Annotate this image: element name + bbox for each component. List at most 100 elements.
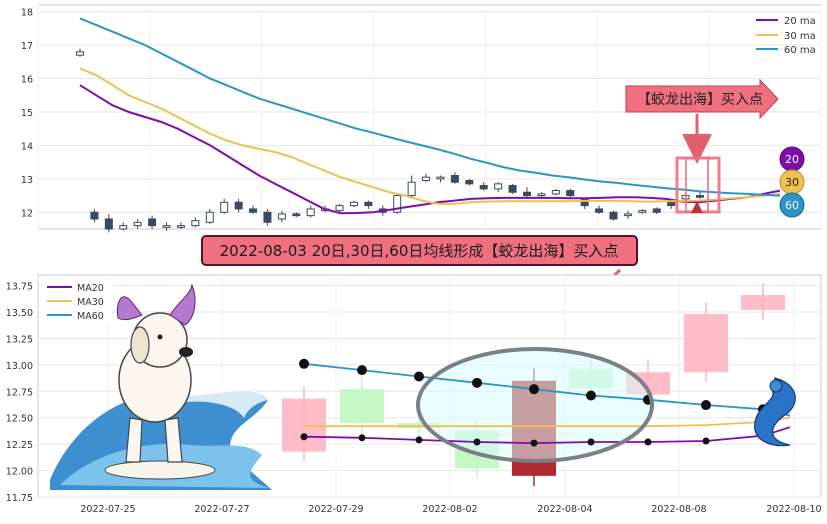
top-y-tick-label: 14 [21,141,33,152]
bottom-legend: MA20 MA30 MA60 [42,280,112,325]
bottom-ma-point [414,371,424,382]
top-candle [609,211,618,220]
top-candle [422,176,431,182]
bottom-x-tick-label: 2022-08-02 [422,504,477,515]
bottom-y-tick-label: 13.00 [6,361,33,372]
top-ma-line-2 [79,17,781,197]
bottom-panel: 13.75 13.50 13.25 13.00 12.75 12.50 12.25 12.00… [6,274,822,515]
signal-label: 【蛟龙出海】买入点 [625,78,779,120]
dog-surfer-illustration [50,283,272,490]
bottom-y-tick-label: 11.75 [6,493,33,504]
bottom-ma-point [472,377,482,388]
bottom-y-tick-label: 12.50 [6,414,33,425]
top-candle [277,213,286,220]
bottom-ma-line-1 [304,416,791,428]
bottom-box [684,314,728,373]
bottom-ma-point [587,438,595,446]
badge-60-text: 60 [785,199,799,212]
bottom-x-tick-label: 2022-08-08 [651,504,706,515]
top-candle [335,205,344,212]
top-candle [595,208,604,213]
bottom-ma-point [300,433,308,441]
top-candle [479,185,488,190]
bottom-x-ticks: 2022-07-25 2022-07-27 2022-07-29 2022-08-02… [80,504,821,515]
bottom-y-tick-label: 12.25 [6,440,33,451]
top-candle [191,220,200,227]
signal-triangle [691,201,703,213]
bottom-ma-point [357,365,367,376]
bottom-ma-point [586,390,596,401]
dragon-illustration [754,377,796,447]
top-candle [133,221,142,227]
badge-20-text: 20 [785,153,799,166]
bottom-ma-point [702,437,710,445]
top-candle [249,208,258,213]
legend-MA60: MA60 [77,311,104,322]
bottom-y-tick-label: 13.25 [6,334,33,345]
bottom-y-tick-label: 12.00 [6,467,33,478]
top-candle [652,208,661,213]
bottom-ma-point [299,358,309,369]
top-candle [205,211,214,223]
top-candle [364,201,373,207]
top-candle [119,225,128,230]
top-legend: 20 ma 30 ma 60 ma [756,16,816,56]
top-candle [393,195,402,213]
badge-30-text: 30 [785,176,799,189]
bottom-y-ticks: 13.75 13.50 13.25 13.00 12.75 12.50 12.25 12.00… [6,282,33,504]
top-candle [566,190,575,197]
top-candle [90,211,99,220]
bottom-ma-point [701,400,711,411]
top-candle [148,218,157,227]
top-y-ticks: 18 17 16 15 14 13 12 [21,8,33,220]
top-y-tick-label: 12 [21,208,33,219]
top-candle [234,201,243,210]
bottom-x-tick-label: 2022-07-25 [80,504,135,515]
top-candle [407,181,416,197]
top-candle [436,176,445,180]
top-candle [176,225,185,228]
legend-60ma: 60 ma [784,45,816,56]
ma-badges: 20 30 60 [779,146,805,218]
top-y-tick-label: 15 [21,108,33,119]
top-y-tick-label: 13 [21,175,33,186]
top-candle [349,201,358,207]
bottom-ma-line-0 [303,426,791,445]
bottom-ma-point [358,434,366,442]
top-candle [551,190,560,195]
top-ma-line-0 [79,84,781,215]
top-candle [220,201,229,213]
top-y-tick-label: 16 [21,75,33,86]
top-candle [306,208,315,217]
top-candle [638,210,647,213]
bottom-y-tick-label: 13.75 [6,282,33,293]
bottom-y-tick-label: 13.50 [6,308,33,319]
bottom-ma-point [529,384,539,395]
bottom-ma-point [530,439,538,447]
bottom-ma-point [415,436,423,444]
top-ma-lines [79,17,781,215]
top-candle [508,185,517,193]
bottom-box [741,295,785,310]
top-candle [162,225,171,228]
top-candle [522,191,531,197]
top-candle [104,218,113,230]
top-candle [537,193,546,197]
legend-MA30: MA30 [77,297,104,308]
top-candle [292,213,301,217]
signal-label-text: 【蛟龙出海】买入点 [637,92,763,108]
bottom-box [340,389,384,423]
bottom-box [282,398,326,452]
highlight-ellipse-fill [418,349,652,461]
bottom-ma-point [644,438,652,446]
bottom-x-tick-label: 2022-08-10 [766,504,821,515]
top-ma-line-1 [79,67,781,205]
badge-60-circle [779,192,805,218]
top-candle [263,211,272,223]
top-candle [494,183,503,190]
top-y-tick-label: 18 [21,8,33,19]
title-banner: 2022-08-03 20日,30日,60日均线形成【蛟龙出海】买入点 [201,235,638,266]
top-plot-area [37,4,822,230]
highlight-ellipse [416,347,654,463]
